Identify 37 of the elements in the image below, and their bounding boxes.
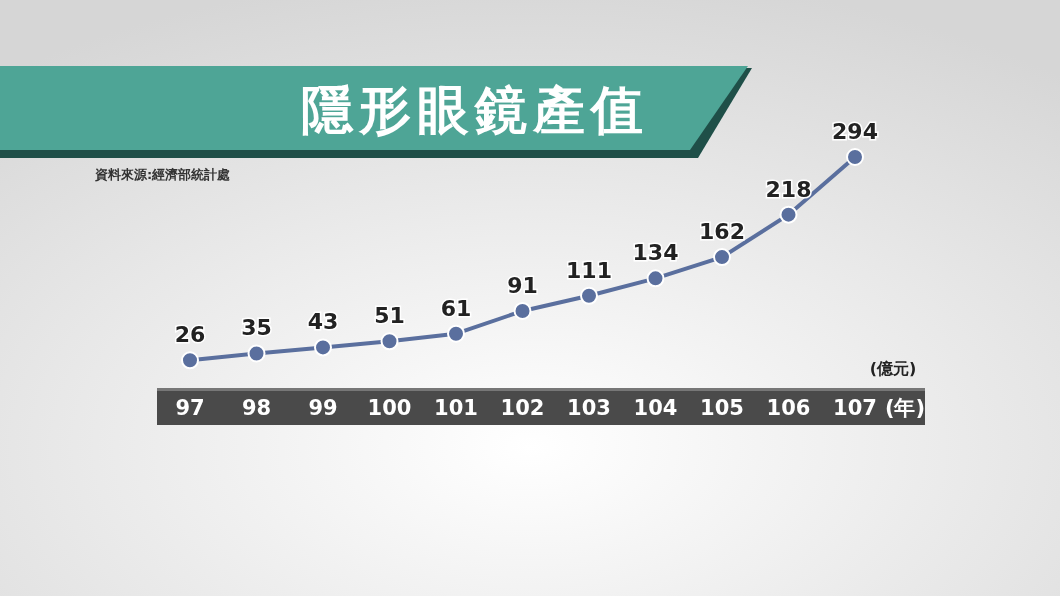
x-tick-label: 105 — [700, 396, 744, 420]
point — [713, 248, 731, 267]
data-label: 162 — [699, 219, 745, 245]
y-axis-title: (億元) — [869, 359, 917, 378]
data-label: 294 — [832, 119, 878, 144]
data-label: 134 — [632, 240, 679, 266]
x-tick-label: 102 — [500, 396, 545, 420]
point — [580, 286, 598, 305]
x-tick-label: 97 — [175, 396, 205, 420]
point — [314, 338, 332, 357]
point — [846, 148, 864, 166]
point — [646, 269, 665, 288]
x-tick-label: 107 — [833, 396, 877, 420]
chart-title: 隱形眼鏡產值 — [301, 80, 649, 140]
x-axis-title: (年) — [884, 396, 926, 420]
data-label: 218 — [765, 176, 812, 202]
x-tick-label: 100 — [367, 396, 412, 420]
x-tick-label: 101 — [434, 396, 478, 420]
x-tick-label: 98 — [241, 396, 272, 420]
point — [447, 324, 465, 343]
data-label: 35 — [241, 315, 272, 341]
data-label: 111 — [566, 257, 612, 283]
data-label: 51 — [374, 303, 405, 329]
point — [513, 301, 532, 320]
point — [247, 344, 266, 363]
annotation: 資料來源:經濟部統計處 — [94, 167, 231, 182]
data-label: 26 — [174, 322, 206, 348]
point — [380, 332, 399, 351]
data-label: 43 — [307, 309, 339, 335]
x-tick-label: 99 — [308, 396, 338, 420]
point — [779, 205, 798, 224]
point — [181, 351, 199, 370]
x-tick-label: 106 — [766, 396, 811, 420]
x-tick-label: 104 — [633, 396, 678, 420]
data-label: 91 — [507, 272, 538, 298]
x-tick-label: 103 — [567, 396, 611, 420]
data-label: 61 — [440, 295, 472, 321]
